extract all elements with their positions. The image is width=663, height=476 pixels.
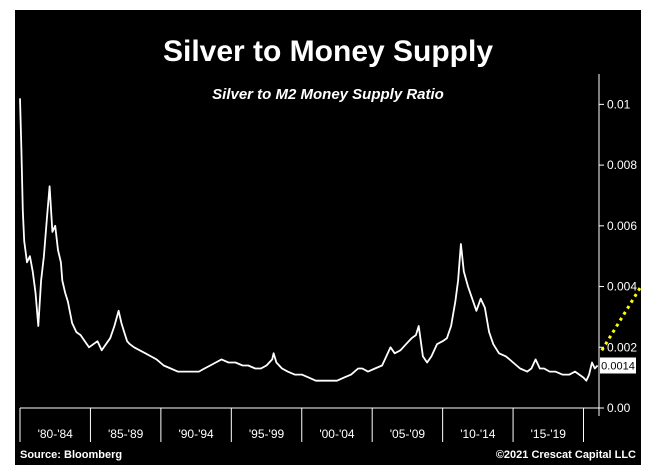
y-tick-label: 0.002 — [607, 340, 637, 354]
copyright-note: ©2021 Crescat Capital LLC — [496, 449, 636, 461]
chart-svg: Silver to Money Supply Silver to M2 Mone… — [19, 35, 641, 461]
x-tick-label: '95-'99 — [249, 427, 285, 441]
series-line — [19, 98, 599, 382]
x-tick-label: '00-'04 — [319, 427, 355, 441]
y-tick-label: 0.006 — [607, 219, 637, 233]
y-tick-label: 0.008 — [607, 158, 637, 172]
arrow-shaft — [600, 283, 641, 352]
last-value-marker: 0.0014 — [600, 357, 636, 374]
x-tick-label: '05-'09 — [390, 427, 426, 441]
chart-title: Silver to Money Supply — [163, 35, 493, 68]
y-tick-label: 0.01 — [607, 97, 631, 111]
x-tick-label: '85-'89 — [108, 427, 144, 441]
source-note: Source: Bloomberg — [20, 449, 122, 461]
x-tick-label: '10-'14 — [460, 427, 496, 441]
x-tick-label: '80-'84 — [38, 427, 74, 441]
plot-area — [19, 98, 599, 382]
x-tick-label: '15-'19 — [531, 427, 567, 441]
chart-subtitle: Silver to M2 Money Supply Ratio — [212, 86, 444, 103]
last-value-label: 0.0014 — [601, 360, 635, 372]
x-tick-label: '90-'94 — [178, 427, 214, 441]
x-axis: '80-'84 '85-'89 '90-'94 '95-'99 '00-'04 '05-'… — [19, 407, 599, 442]
y-axis: 0.00 0.002 0.004 0.006 0.008 0.01 — [598, 74, 637, 416]
y-tick-label: 0.00 — [607, 401, 631, 415]
last-value-box — [600, 357, 636, 374]
chart-frame: Silver to Money Supply Silver to M2 Mone… — [15, 10, 641, 465]
trend-arrow — [600, 283, 641, 352]
y-tick-label: 0.004 — [607, 280, 637, 294]
